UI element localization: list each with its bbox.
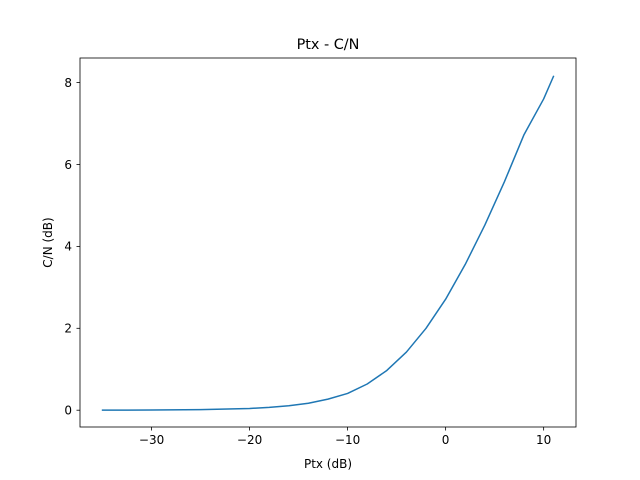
y-axis-label: C/N (dB) <box>41 217 55 267</box>
x-tick-label: 0 <box>442 433 450 447</box>
x-tick-label: −30 <box>139 433 164 447</box>
y-tick-label: 8 <box>64 76 72 90</box>
axes-frame <box>79 57 577 428</box>
x-tick-label: −20 <box>237 433 262 447</box>
y-tick-label: 0 <box>64 404 72 418</box>
y-tick-label: 6 <box>64 158 72 172</box>
chart-title: Ptx - C/N <box>297 37 360 53</box>
x-tick-label: −10 <box>335 433 360 447</box>
series-line-0 <box>101 75 555 411</box>
y-tick-label: 4 <box>64 240 72 254</box>
x-tick-label: 10 <box>536 433 551 447</box>
x-axis-label: Ptx (dB) <box>304 457 352 471</box>
y-tick-label: 2 <box>64 322 72 336</box>
